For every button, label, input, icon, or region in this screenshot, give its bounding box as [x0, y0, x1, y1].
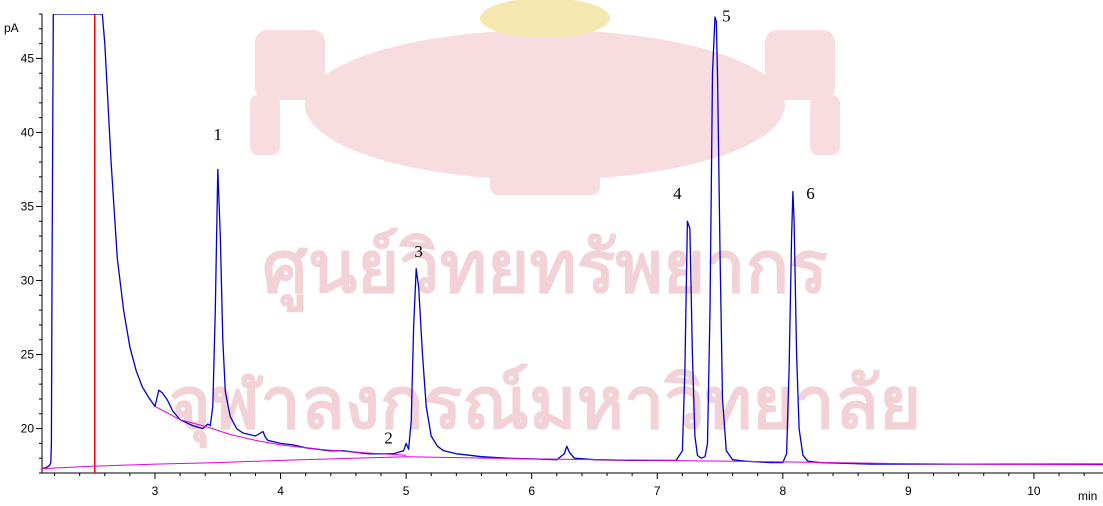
baseline-trace: [42, 456, 1103, 470]
peak-labels: 1 2 3 4 5 6: [214, 6, 815, 447]
watermark-line2: จุฬาลงกรณ์มหาวิทยาลัย: [169, 361, 921, 449]
plot-area: 1 2 3 4 5 6: [42, 6, 1103, 473]
peak-label-5: 5: [722, 6, 731, 25]
x-tick-label: 10: [1027, 484, 1041, 498]
y-tick-label: 30: [21, 274, 35, 288]
peak-label-2: 2: [384, 428, 393, 447]
x-tick-label: 6: [528, 484, 535, 498]
peak-label-1: 1: [214, 125, 223, 144]
x-tick-label: 8: [779, 484, 786, 498]
university-seal-watermark: [250, 0, 840, 195]
x-tick-label: 4: [277, 484, 284, 498]
watermark: ศูนย์วิทยทรัพยากร จุฬาลงกรณ์มหาวิทยาลัย: [169, 0, 921, 449]
y-ticks: 20 25 30 35 40 45: [21, 13, 42, 474]
signal-trace: [42, 14, 1103, 470]
x-tick-label: 5: [403, 484, 410, 498]
y-unit-label: pA: [4, 21, 19, 35]
peak-label-3: 3: [414, 242, 423, 261]
x-tick-label: 9: [905, 484, 912, 498]
y-tick-label: 25: [21, 348, 35, 362]
baseline-trace: [154, 405, 407, 456]
y-tick-label: 35: [21, 199, 35, 213]
x-ticks: 3 4 5 6 7 8 9 10: [54, 473, 1085, 498]
x-unit-label: min: [1078, 489, 1097, 503]
y-tick-label: 40: [21, 125, 35, 139]
peak-label-6: 6: [806, 184, 815, 203]
y-tick-label: 20: [21, 422, 35, 436]
x-tick-label: 3: [152, 484, 159, 498]
y-tick-label: 45: [21, 51, 35, 65]
x-tick-label: 7: [654, 484, 661, 498]
peak-label-4: 4: [673, 184, 682, 203]
series-lines: [42, 14, 1103, 470]
watermark-line1: ศูนย์วิทยทรัพยากร: [262, 225, 828, 313]
